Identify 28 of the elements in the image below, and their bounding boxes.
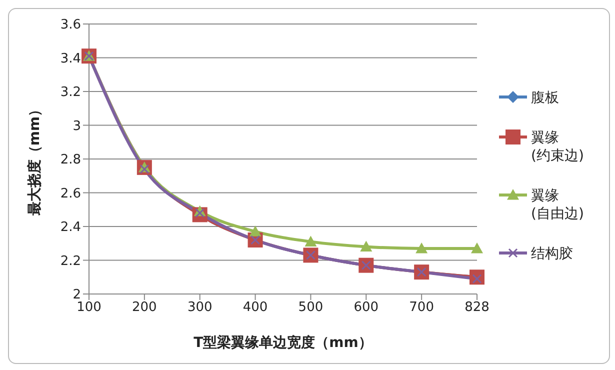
y-tick-label: 2 — [72, 288, 81, 303]
x-tick-label: 100 — [76, 300, 102, 316]
legend-label: 结构胶 — [531, 245, 574, 263]
x-axis-title: T型梁翼缘单边宽度（mm） — [194, 334, 372, 351]
point — [304, 236, 317, 246]
y-axis-title: 最大挠度（mm） — [26, 102, 43, 217]
y-tick-label: 3.4 — [60, 51, 81, 66]
y-tick-label: 3.2 — [60, 85, 81, 100]
y-tick-label: 2.4 — [60, 220, 81, 236]
legend-label: 翼缘(自由边) — [531, 187, 585, 223]
point — [249, 226, 262, 236]
y-tick-label: 2.2 — [60, 254, 81, 269]
point — [416, 242, 428, 254]
y-tick-label: 2.8 — [60, 152, 81, 168]
legend-label: 腹板 — [531, 89, 560, 107]
x-tick-label: 500 — [298, 300, 324, 316]
y-tick-label: 2.6 — [60, 186, 81, 202]
x-tick-label: 400 — [242, 300, 268, 316]
x-tick-label: 200 — [132, 300, 157, 316]
x-tick-label: 300 — [187, 300, 212, 316]
x-tick-label: 600 — [354, 300, 379, 316]
point — [360, 240, 372, 252]
y-tick-label: 3.6 — [60, 18, 81, 33]
legend-label: 翼缘(约束边) — [531, 129, 585, 165]
x-tick-label: 700 — [409, 300, 434, 316]
point — [471, 242, 483, 254]
x-tick-label: 828 — [464, 300, 490, 316]
y-tick-label: 3 — [72, 118, 81, 134]
